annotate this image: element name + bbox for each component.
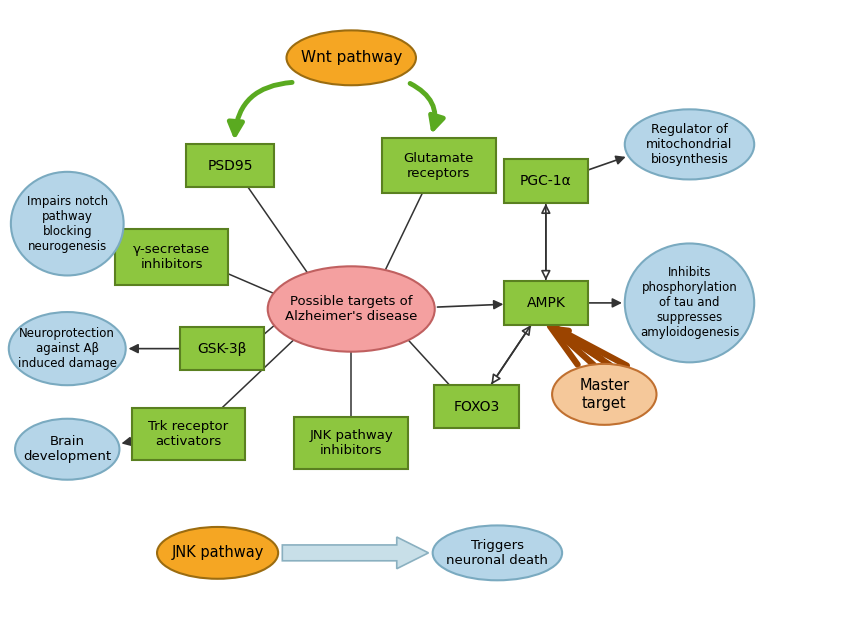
Text: Wnt pathway: Wnt pathway bbox=[300, 50, 402, 66]
Text: Regulator of
mitochondrial
biosynthesis: Regulator of mitochondrial biosynthesis bbox=[647, 123, 733, 166]
Ellipse shape bbox=[433, 525, 562, 580]
Text: Triggers
neuronal death: Triggers neuronal death bbox=[446, 539, 549, 567]
Polygon shape bbox=[283, 537, 429, 569]
Text: Inhibits
phosphorylation
of tau and
suppresses
amyloidogenesis: Inhibits phosphorylation of tau and supp… bbox=[640, 266, 739, 339]
Text: PSD95: PSD95 bbox=[208, 159, 253, 172]
FancyBboxPatch shape bbox=[186, 144, 274, 187]
FancyBboxPatch shape bbox=[132, 408, 245, 460]
Ellipse shape bbox=[286, 30, 416, 85]
Text: FOXO3: FOXO3 bbox=[453, 400, 500, 413]
Text: Master
target: Master target bbox=[579, 378, 630, 410]
Ellipse shape bbox=[625, 243, 755, 362]
Text: Glutamate
receptors: Glutamate receptors bbox=[403, 152, 474, 180]
FancyBboxPatch shape bbox=[504, 281, 588, 324]
Text: Impairs notch
pathway
blocking
neurogenesis: Impairs notch pathway blocking neurogene… bbox=[27, 195, 108, 253]
FancyBboxPatch shape bbox=[115, 229, 229, 285]
Ellipse shape bbox=[268, 266, 435, 352]
FancyBboxPatch shape bbox=[180, 327, 264, 370]
Text: PGC-1α: PGC-1α bbox=[520, 174, 571, 188]
Text: Brain
development: Brain development bbox=[23, 435, 111, 464]
Ellipse shape bbox=[11, 172, 123, 276]
Text: JNK pathway: JNK pathway bbox=[171, 545, 264, 561]
Text: γ-secretase
inhibitors: γ-secretase inhibitors bbox=[133, 243, 210, 271]
Ellipse shape bbox=[157, 527, 279, 579]
Ellipse shape bbox=[8, 312, 126, 385]
Text: Trk receptor
activators: Trk receptor activators bbox=[149, 420, 229, 448]
Text: Possible targets of
Alzheimer's disease: Possible targets of Alzheimer's disease bbox=[285, 295, 418, 323]
Ellipse shape bbox=[625, 109, 755, 179]
FancyBboxPatch shape bbox=[435, 385, 519, 428]
Text: JNK pathway
inhibitors: JNK pathway inhibitors bbox=[310, 429, 393, 457]
Text: Neuroprotection
against Aβ
induced damage: Neuroprotection against Aβ induced damag… bbox=[18, 327, 116, 370]
Ellipse shape bbox=[552, 364, 657, 425]
Text: GSK-3β: GSK-3β bbox=[197, 342, 246, 355]
FancyBboxPatch shape bbox=[382, 138, 495, 193]
FancyBboxPatch shape bbox=[504, 159, 588, 203]
Text: AMPK: AMPK bbox=[527, 296, 565, 310]
FancyBboxPatch shape bbox=[295, 417, 408, 469]
Ellipse shape bbox=[15, 419, 120, 480]
